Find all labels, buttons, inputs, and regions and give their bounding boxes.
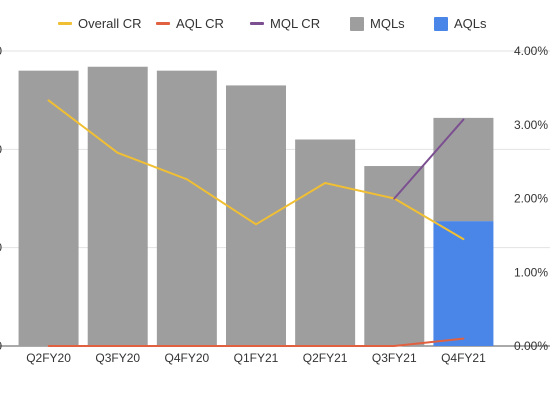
bar-mqls xyxy=(156,70,217,347)
legend-entry: MQLs xyxy=(370,16,405,31)
bar-mqls xyxy=(87,66,148,346)
legend-swatch-line xyxy=(156,22,170,25)
bar-mqls xyxy=(226,85,286,347)
right-tick-label: 2.00% xyxy=(514,192,548,206)
right-tick-label: 0.00% xyxy=(514,339,548,353)
x-tick-label: Q3FY20 xyxy=(95,351,140,365)
bar-mqls xyxy=(364,166,425,346)
legend-swatch-box xyxy=(350,17,364,31)
x-tick-label: Q4FY21 xyxy=(441,351,486,365)
left-tick-label: 0 xyxy=(0,142,2,156)
right-tick-label: 4.00% xyxy=(514,44,548,58)
left-tick-label: 0 xyxy=(0,339,2,353)
bar-mqls xyxy=(295,139,356,346)
line-mql-cr xyxy=(393,118,465,200)
legend-entry: AQLs xyxy=(454,16,487,31)
legend-entry: Overall CR xyxy=(78,16,142,31)
left-tick-label: 0 xyxy=(0,44,2,58)
x-tick-label: Q4FY20 xyxy=(165,351,210,365)
x-tick-label: Q2FY21 xyxy=(303,351,348,365)
bar-mqls xyxy=(18,70,79,347)
bar-mqls xyxy=(433,117,494,222)
x-tick-label: Q1FY21 xyxy=(234,351,279,365)
right-tick-label: 3.00% xyxy=(514,118,548,132)
legend-swatch-box xyxy=(434,17,448,31)
legend-swatch-line xyxy=(58,22,72,25)
bar-aqls xyxy=(433,221,494,346)
right-tick-label: 1.00% xyxy=(514,265,548,279)
x-tick-label: Q3FY21 xyxy=(372,351,417,365)
x-tick-label: Q2FY20 xyxy=(26,351,71,365)
line-aql-cr xyxy=(47,337,465,347)
legend-entry: MQL CR xyxy=(270,16,320,31)
legend-swatch-line xyxy=(250,22,264,25)
left-tick-label: 0 xyxy=(0,241,2,255)
legend-entry: AQL CR xyxy=(176,16,224,31)
